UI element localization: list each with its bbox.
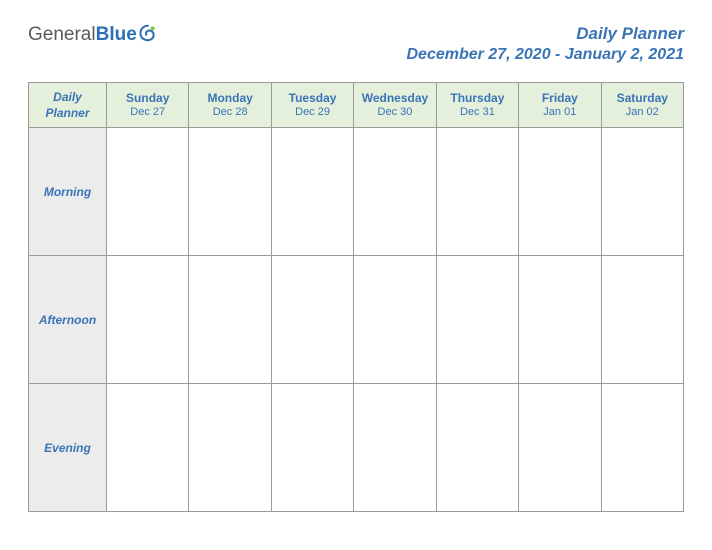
cell: [436, 128, 518, 256]
day-date: Jan 02: [604, 106, 681, 118]
planner-table: Daily Planner Sunday Dec 27 Monday Dec 2…: [28, 82, 684, 512]
day-date: Dec 29: [274, 106, 351, 118]
header-row-days: Daily Planner Sunday Dec 27 Monday Dec 2…: [29, 83, 684, 128]
corner-line1: Daily: [33, 89, 102, 105]
day-head-sun: Sunday Dec 27: [107, 83, 189, 128]
cell: [271, 384, 353, 512]
header-row: GeneralBlue Daily Planner December 27, 2…: [28, 24, 684, 64]
cell: [354, 128, 436, 256]
cell: [271, 128, 353, 256]
day-name: Saturday: [604, 91, 681, 105]
cell: [519, 128, 601, 256]
swirl-icon: [137, 23, 159, 45]
day-head-tue: Tuesday Dec 29: [271, 83, 353, 128]
period-label-evening: Evening: [29, 384, 107, 512]
day-head-wed: Wednesday Dec 30: [354, 83, 436, 128]
corner-cell: Daily Planner: [29, 83, 107, 128]
day-name: Wednesday: [356, 91, 433, 105]
day-head-mon: Monday Dec 28: [189, 83, 271, 128]
cell: [107, 256, 189, 384]
day-name: Thursday: [439, 91, 516, 105]
cell: [354, 256, 436, 384]
cell: [189, 128, 271, 256]
cell: [519, 256, 601, 384]
cell: [189, 384, 271, 512]
day-head-fri: Friday Jan 01: [519, 83, 601, 128]
logo-text: GeneralBlue: [28, 24, 137, 46]
day-date: Dec 31: [439, 106, 516, 118]
cell: [436, 384, 518, 512]
day-date: Jan 01: [521, 106, 598, 118]
period-label-morning: Morning: [29, 128, 107, 256]
row-evening: Evening: [29, 384, 684, 512]
day-head-thu: Thursday Dec 31: [436, 83, 518, 128]
logo-word-blue: Blue: [96, 24, 137, 45]
cell: [601, 256, 683, 384]
date-range: December 27, 2020 - January 2, 2021: [406, 46, 684, 64]
title-block: Daily Planner December 27, 2020 - Januar…: [406, 24, 684, 64]
cell: [189, 256, 271, 384]
cell: [354, 384, 436, 512]
cell: [601, 128, 683, 256]
corner-line2: Planner: [33, 105, 102, 121]
cell: [601, 384, 683, 512]
day-name: Friday: [521, 91, 598, 105]
day-head-sat: Saturday Jan 02: [601, 83, 683, 128]
row-morning: Morning: [29, 128, 684, 256]
cell: [519, 384, 601, 512]
day-name: Tuesday: [274, 91, 351, 105]
cell: [271, 256, 353, 384]
cell: [107, 384, 189, 512]
day-name: Sunday: [109, 91, 186, 105]
period-label-afternoon: Afternoon: [29, 256, 107, 384]
day-name: Monday: [191, 91, 268, 105]
row-afternoon: Afternoon: [29, 256, 684, 384]
logo-word-general: General: [28, 24, 96, 45]
day-date: Dec 27: [109, 106, 186, 118]
cell: [436, 256, 518, 384]
logo: GeneralBlue: [28, 24, 159, 46]
day-date: Dec 30: [356, 106, 433, 118]
page-title: Daily Planner: [406, 24, 684, 44]
cell: [107, 128, 189, 256]
day-date: Dec 28: [191, 106, 268, 118]
